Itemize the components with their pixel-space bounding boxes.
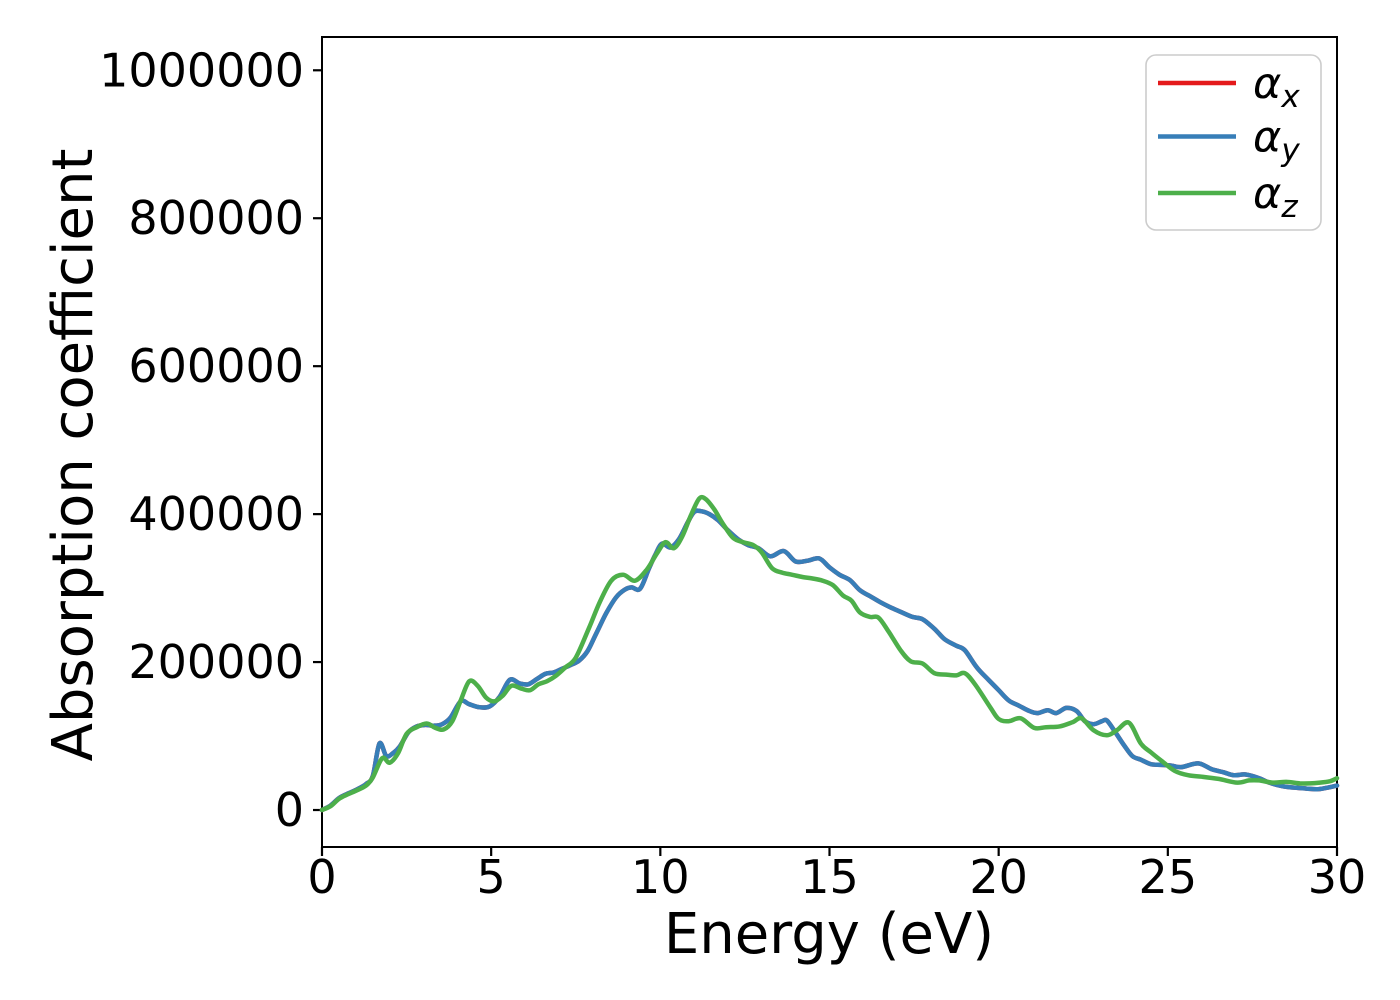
legend-label-y: αy [1253,113,1300,169]
y-tick-label: 0 [275,783,304,837]
y-tick-label: 600000 [128,339,304,393]
y-tick-label: 1000000 [99,43,304,97]
x-tick-label: 10 [631,850,690,904]
curve-alpha_z [319,494,1340,813]
y-tick-label: 800000 [128,191,304,245]
x-tick-label: 5 [477,850,506,904]
y-axis-label: Absorption coefficient [41,149,106,762]
y-tick-label: 200000 [128,635,304,689]
legend-label-z: αz [1253,169,1298,225]
x-axis-label: Energy (eV) [664,902,994,967]
x-axis-ticks: 0 5 10 15 20 25 30 [307,847,1366,904]
y-axis-ticks: 0 200000 400000 600000 800000 1000000 [99,43,322,837]
x-tick-label: 20 [969,850,1028,904]
x-tick-label: 0 [307,850,336,904]
legend-box [1145,54,1322,231]
x-tick-label: 15 [800,850,859,904]
legend-label-x: αx [1253,59,1300,115]
curve-alpha_y [319,508,1340,813]
x-tick-label: 25 [1139,850,1198,904]
curves [319,494,1340,813]
x-tick-label: 30 [1308,850,1367,904]
y-tick-label: 400000 [128,487,304,541]
